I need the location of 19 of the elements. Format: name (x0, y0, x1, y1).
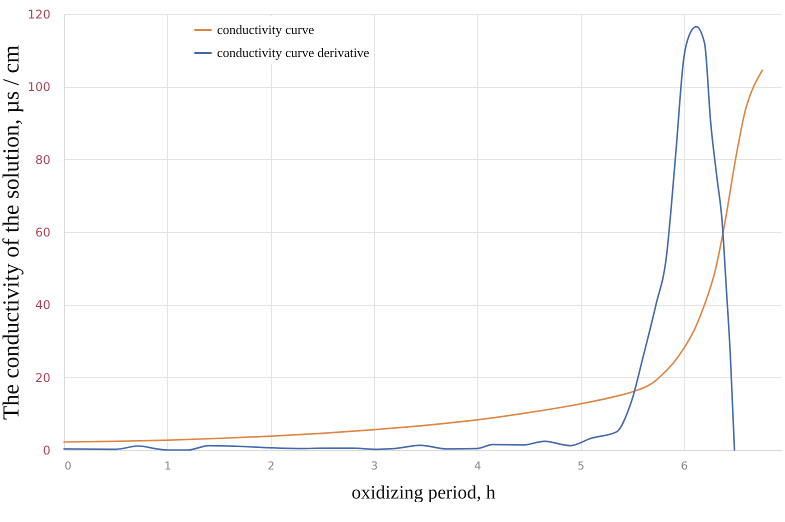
y-axis-title: The conductivity of the solution, µs / cm (0, 44, 24, 420)
legend-label: conductivity curve derivative (217, 45, 370, 60)
x-tick-label: 3 (370, 460, 378, 472)
y-tick-label: 60 (35, 226, 50, 240)
y-tick-label: 120 (28, 8, 50, 22)
x-tick-label: 4 (474, 460, 482, 472)
y-tick-label: 0 (42, 444, 50, 458)
x-tick-label: 2 (268, 460, 275, 472)
x-tick-label: 6 (680, 460, 688, 472)
line-series (63, 26, 736, 451)
legend-label: conductivity curve (217, 22, 314, 37)
y-tick-label: 40 (35, 298, 50, 312)
x-tick-label: 0 (64, 460, 72, 472)
x-tick-label: 5 (578, 460, 585, 472)
line-series (63, 70, 764, 443)
y-tick-label: 80 (35, 152, 50, 167)
y-tick-label: 100 (28, 80, 50, 94)
x-tick-label: 1 (164, 460, 172, 472)
y-tick-label: 20 (35, 370, 50, 385)
